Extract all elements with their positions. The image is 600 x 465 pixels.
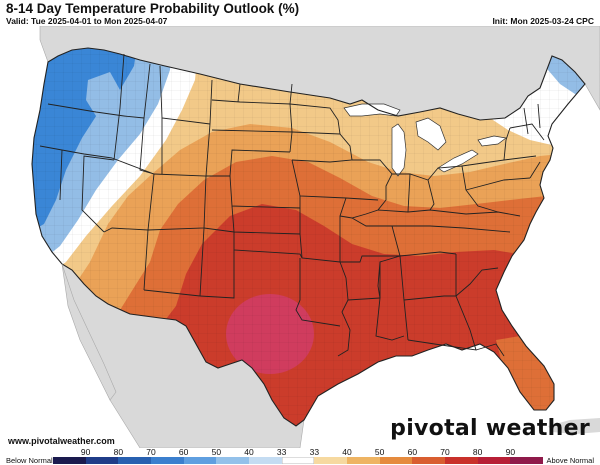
- colorbar-swatch: [183, 457, 217, 464]
- colorbar-swatch: [151, 457, 184, 464]
- colorbar-swatch: [379, 457, 413, 464]
- colorbar-tick-label: 80: [472, 447, 483, 457]
- great-lakes: [343, 103, 507, 177]
- lake-huron: [415, 117, 447, 151]
- colorbar-tick-label: 40: [342, 447, 352, 457]
- colorbar-tick-label: 90: [80, 447, 91, 457]
- colorbar-below-label: Below Normal: [6, 456, 53, 465]
- colorbar-tick-label: 70: [146, 447, 156, 457]
- lake-erie: [437, 149, 479, 173]
- init-time: Init: Mon 2025-03-24 CPC: [492, 16, 594, 26]
- valid-period: Valid: Tue 2025-04-01 to Mon 2025-04-07: [6, 16, 168, 26]
- outlook-map: [0, 26, 600, 448]
- colorbar-tick-label: 50: [211, 447, 222, 457]
- pivotal-weather-logo: pivotal weather: [390, 416, 590, 441]
- colorbar-tick-label: 33: [309, 447, 320, 457]
- colorbar-swatch: [477, 457, 511, 464]
- colorbar-tick-label: 33: [276, 447, 287, 457]
- us-outline: [31, 47, 586, 427]
- colorbar-tick-label: 40: [244, 447, 254, 457]
- caribbean-islands: [548, 418, 600, 434]
- colorbar-swatch: [53, 457, 86, 464]
- colorbar-swatch: [510, 457, 544, 464]
- colorbar: [53, 457, 544, 464]
- colorbar-swatch: [281, 457, 315, 464]
- colorbar-ticks: 90 80 70 60 50 40 33 33 40 50 60 70 80 90: [0, 447, 600, 457]
- colorbar-tick-label: 50: [374, 447, 385, 457]
- colorbar-swatch: [347, 457, 380, 464]
- colorbar-swatch: [314, 457, 348, 464]
- baja-coast: [61, 263, 117, 401]
- colorbar-above-label: Above Normal: [546, 456, 594, 465]
- lake-michigan: [391, 123, 407, 177]
- colorbar-tick-label: 70: [440, 447, 450, 457]
- colorbar-swatch: [412, 457, 446, 464]
- colorbar-tick-label: 80: [113, 447, 124, 457]
- header: 8-14 Day Temperature Probability Outlook…: [0, 0, 600, 26]
- colorbar-swatch: [249, 457, 282, 464]
- colorbar-swatch: [445, 457, 478, 464]
- colorbar-swatch: [118, 457, 152, 464]
- website-label[interactable]: www.pivotalweather.com: [8, 436, 115, 446]
- lake-ontario: [477, 135, 507, 147]
- colorbar-swatch: [216, 457, 250, 464]
- colorbar-tick-label: 60: [178, 447, 189, 457]
- state-boundaries: [39, 53, 545, 357]
- colorbar-tick-label: 60: [407, 447, 418, 457]
- colorbar-swatch: [85, 457, 119, 464]
- map-title: 8-14 Day Temperature Probability Outlook…: [6, 1, 300, 16]
- colorbar-tick-label: 90: [505, 447, 516, 457]
